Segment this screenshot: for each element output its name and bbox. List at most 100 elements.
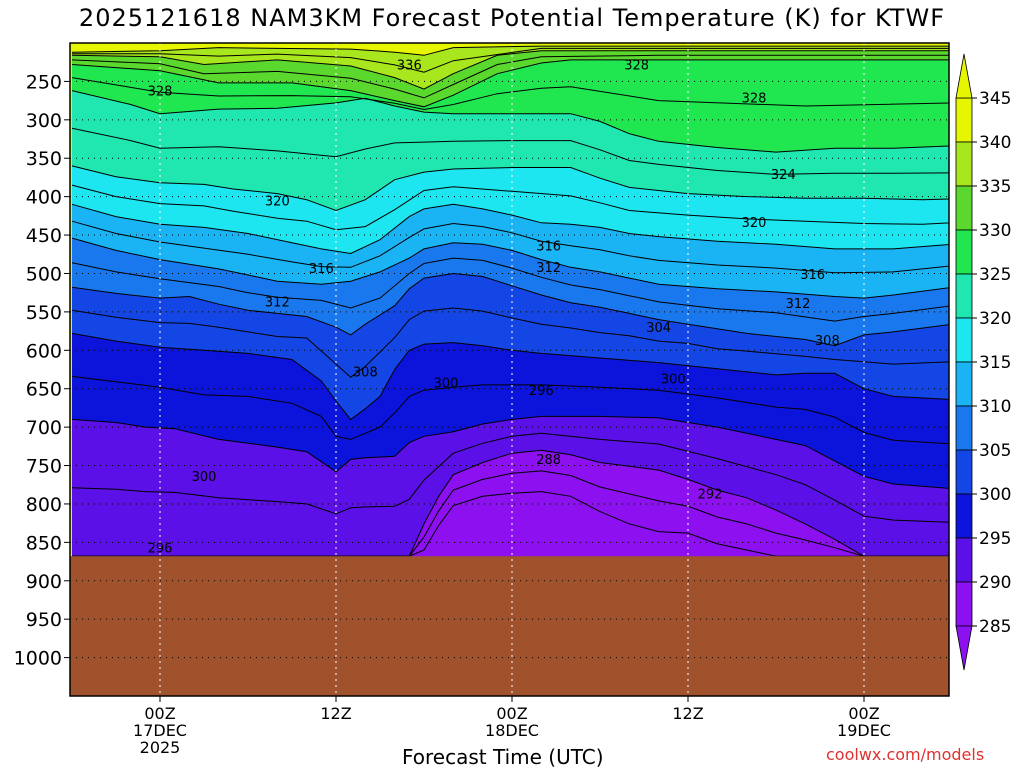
x-tick-label: 17DEC bbox=[133, 721, 187, 740]
y-tick-label: 450 bbox=[26, 225, 62, 247]
contour-label: 296 bbox=[148, 541, 173, 556]
y-tick-label: 550 bbox=[26, 302, 62, 324]
contour-line bbox=[71, 332, 949, 421]
colorbar-tick-label: 325 bbox=[979, 265, 1011, 285]
contour-line bbox=[72, 491, 949, 557]
contour-line bbox=[71, 257, 949, 322]
colorbar-bin bbox=[955, 185, 973, 231]
contour-label: 324 bbox=[771, 168, 796, 183]
contour-label: 288 bbox=[536, 453, 561, 468]
contour-label: 328 bbox=[624, 58, 649, 73]
contour-label: 320 bbox=[742, 216, 767, 231]
contour-label: 312 bbox=[786, 297, 811, 312]
colorbar-tick-label: 300 bbox=[979, 485, 1011, 505]
colorbar-tick-label: 340 bbox=[979, 133, 1011, 153]
contour-line bbox=[71, 184, 949, 231]
x-tick-label: 12Z bbox=[672, 704, 703, 723]
x-tick-label: 18DEC bbox=[485, 721, 539, 740]
contour-label: 320 bbox=[265, 194, 290, 209]
y-tick-label: 800 bbox=[26, 494, 62, 516]
contour-label: 308 bbox=[815, 334, 840, 349]
y-axis: 250 300 350 400 450 500 550 600 650 700 750 800 850 9… bbox=[14, 71, 70, 670]
contour-line bbox=[71, 220, 949, 274]
colorbar-arrow-bottom bbox=[955, 625, 973, 671]
y-tick-label: 500 bbox=[26, 263, 62, 285]
colorbar-tick-label: 290 bbox=[979, 573, 1011, 593]
contour-label: 308 bbox=[353, 366, 378, 381]
colorbar-bin bbox=[955, 317, 973, 363]
contour-line bbox=[72, 47, 949, 73]
ground-below-surface bbox=[70, 556, 949, 696]
contour-label: 316 bbox=[309, 262, 334, 277]
colorbar-bin bbox=[955, 141, 973, 187]
colorbar-tick-label: 305 bbox=[979, 441, 1011, 461]
contour-label: 300 bbox=[434, 376, 459, 391]
x-tick-label: 00Z bbox=[848, 704, 879, 723]
y-tick-label: 350 bbox=[26, 148, 62, 170]
x-tick-label: 2025 bbox=[140, 738, 181, 757]
colorbar-tick-label: 320 bbox=[979, 309, 1011, 329]
contour-line bbox=[71, 415, 949, 489]
y-tick-label: 400 bbox=[26, 187, 62, 209]
colorbar-tick-label: 335 bbox=[979, 177, 1011, 197]
colorbar-bin bbox=[955, 229, 973, 275]
contour-line bbox=[72, 470, 949, 557]
y-tick-label: 700 bbox=[26, 417, 62, 439]
contour-line bbox=[71, 307, 949, 378]
y-tick-label: 750 bbox=[26, 456, 62, 478]
colorbar-arrow-top bbox=[955, 53, 973, 99]
colorbar-bin bbox=[955, 537, 973, 583]
contour-label: 316 bbox=[536, 240, 561, 255]
y-tick-label: 900 bbox=[26, 571, 62, 593]
contour-label: 300 bbox=[661, 372, 686, 387]
y-tick-label: 300 bbox=[26, 110, 62, 132]
contour-label: 292 bbox=[698, 488, 723, 503]
colorbar-tick-label: 330 bbox=[979, 221, 1011, 241]
contour-label: 316 bbox=[800, 268, 825, 283]
y-tick-label: 600 bbox=[26, 340, 62, 362]
contour-labels: 336 328 328 328 324 320 320 316 316 316 312 312 312 3… bbox=[148, 58, 840, 556]
x-tick-label: 00Z bbox=[496, 704, 527, 723]
x-tick-label: 19DEC bbox=[837, 721, 891, 740]
contour-line bbox=[71, 375, 949, 445]
contour-label: 336 bbox=[397, 58, 422, 73]
plot-frame bbox=[69, 42, 950, 697]
contour-line bbox=[71, 59, 949, 108]
contour-line bbox=[71, 45, 949, 56]
contour-line bbox=[71, 272, 949, 347]
colorbar-bin bbox=[955, 405, 973, 451]
contour-line bbox=[71, 432, 949, 523]
x-tick-label: 00Z bbox=[144, 704, 175, 723]
colorbar-bin bbox=[955, 449, 973, 495]
credit-text: coolwx.com/models bbox=[826, 745, 985, 764]
colorbar-bin bbox=[955, 581, 973, 627]
colorbar-tick-label: 310 bbox=[979, 397, 1011, 417]
contour-line bbox=[71, 237, 949, 299]
contour-label: 300 bbox=[192, 470, 217, 485]
colorbar-tick-label: 295 bbox=[979, 529, 1011, 549]
contour-label: 312 bbox=[536, 261, 561, 276]
colorbar-bin bbox=[955, 273, 973, 319]
colorbar: 345 340 335 330 325 320 315 310 305 300 295 290 285 bbox=[955, 53, 1011, 671]
contour-label: 296 bbox=[529, 384, 554, 399]
x-tick-label: 12Z bbox=[320, 704, 351, 723]
x-axis-label: Forecast Time (UTC) bbox=[402, 745, 604, 769]
colorbar-tick-label: 315 bbox=[979, 353, 1011, 373]
contour-label: 312 bbox=[265, 296, 290, 311]
contour-line bbox=[71, 203, 949, 255]
contour-line bbox=[72, 449, 949, 557]
chart-title: 2025121618 NAM3KM Forecast Potential Tem… bbox=[78, 4, 946, 32]
colorbar-tick-label: 285 bbox=[979, 617, 1011, 637]
y-tick-label: 1000 bbox=[14, 648, 62, 670]
contour-line bbox=[71, 90, 949, 153]
colorbar-tick-label: 345 bbox=[979, 89, 1011, 109]
colorbar-bin bbox=[955, 97, 973, 143]
contour-label: 304 bbox=[646, 321, 671, 336]
contour-line bbox=[71, 54, 949, 99]
contour-label: 328 bbox=[742, 91, 767, 106]
y-tick-label: 650 bbox=[26, 379, 62, 401]
contour-lines bbox=[71, 45, 949, 557]
contour-label: 328 bbox=[148, 84, 173, 99]
